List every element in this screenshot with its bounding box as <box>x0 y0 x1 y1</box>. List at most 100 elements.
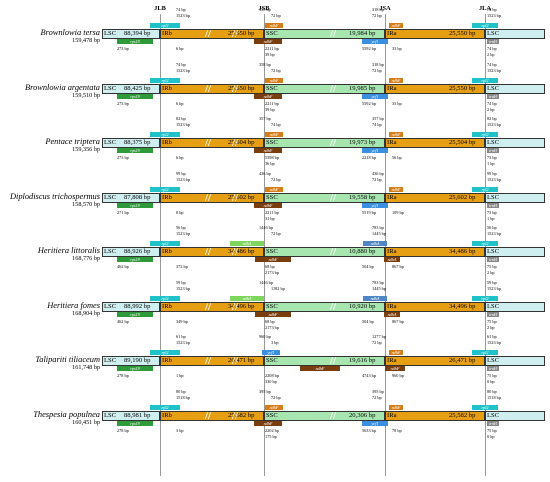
bp-label-above: 318 bp <box>372 7 384 12</box>
gene-below: ndhF <box>254 148 282 153</box>
ssc-segment-length: 19,984 bp <box>349 30 376 37</box>
ira-segment-label: IRa <box>387 302 397 310</box>
ssc-segment-label: SSC <box>266 248 278 255</box>
lsc-left-segment-label: LSC <box>104 411 117 419</box>
bp-label-above: 436 bp <box>372 170 384 176</box>
bp-label-above: 358 bp <box>259 7 271 12</box>
gene-below: trnH <box>487 420 499 426</box>
irb-segment-label: IRb <box>162 248 172 255</box>
lsc-right-segment-label: LSC <box>487 302 500 310</box>
bp-label-above: 82 bp <box>176 116 186 121</box>
ssc-segment-label: SSC <box>266 357 278 364</box>
bp-label-above: 74 bp <box>487 7 497 12</box>
gene-below: ndhA <box>384 311 400 317</box>
lsc-right-segment <box>485 192 545 203</box>
break-mark: // <box>232 191 239 204</box>
bp-label-above: 1446 bp <box>259 225 273 230</box>
bp-label-below: 1 bp <box>176 373 184 378</box>
lsc-right-segment <box>485 356 545 366</box>
bp-label-above: 1523 bp <box>487 340 501 345</box>
ira-segment <box>385 247 485 257</box>
ira-segment-label: IRa <box>387 411 397 419</box>
species-name: Brownlowia tersa <box>40 28 100 37</box>
genome-size: 161,748 bp <box>72 364 100 371</box>
bp-label-above: 72 bp <box>271 394 281 400</box>
bp-label-above: 1523 bp <box>176 67 190 73</box>
lsc-left-segment-length: 88,992 bp <box>124 302 151 310</box>
break-mark: // <box>205 82 212 95</box>
gene-below: ycf1 <box>362 39 388 44</box>
junction-line-jsb <box>264 14 265 476</box>
bp-label-above: 1523 bp <box>176 176 190 182</box>
irb-segment <box>160 247 264 257</box>
break-mark: // <box>232 28 239 40</box>
bp-label-above: 1445 bp <box>372 285 386 291</box>
ira-segment-label: IRa <box>387 248 397 255</box>
bp-label-below: 2 bp <box>487 324 495 330</box>
lsc-right-segment <box>485 29 545 39</box>
bp-label-below: 75 bp <box>487 427 497 433</box>
break-mark: // <box>330 355 337 367</box>
irb-segment <box>160 192 264 203</box>
bp-label-above: 395 bp <box>372 388 384 394</box>
lsc-left-segment-length: 88,926 bp <box>124 248 151 255</box>
gene-below: trnH <box>487 311 499 317</box>
gene-below: trnH <box>487 366 499 371</box>
gene-below: trnH <box>487 93 499 99</box>
gene-above: ndhF <box>389 23 403 28</box>
bp-label-below: 2 bp <box>487 52 495 57</box>
bp-label-above: 1523 bp <box>176 340 190 345</box>
bp-label-below: 867 bp <box>392 318 404 324</box>
bp-label-above: 99 bp <box>176 170 186 176</box>
bp-label-below: 4743 bp <box>362 373 376 378</box>
species-name: Heritiera littoralis <box>37 246 100 255</box>
bp-label-above: 74 bp <box>176 7 186 12</box>
gene-above: ndhF <box>265 23 283 28</box>
ssc-segment-label: SSC <box>266 30 278 37</box>
bp-label-above: 72 bp <box>271 231 281 236</box>
species-name: Diplodiscus trichospermus <box>9 191 100 201</box>
gene-above: rpl2 <box>150 295 180 301</box>
ssc-segment <box>264 356 385 366</box>
gene-below: trnH <box>487 148 499 153</box>
lsc-right-segment <box>485 247 545 257</box>
bp-label-above: 357 bp <box>372 116 384 121</box>
ira-segment-label: IRa <box>387 30 397 37</box>
bp-label-above: 72 bp <box>372 340 382 345</box>
bp-label-above: 74 bp <box>271 122 281 127</box>
break-mark: // <box>330 409 337 422</box>
ira-segment-length: 34,496 bp <box>449 302 476 310</box>
bp-label-below: 6 bp <box>176 100 184 106</box>
lsc-right-segment <box>485 301 545 312</box>
ssc-segment-label: SSC <box>266 84 278 92</box>
bp-label-below: 6 bp <box>176 46 184 51</box>
bp-label-below: 2211 bp <box>265 100 279 106</box>
break-mark: // <box>330 82 337 95</box>
genome-size: 168,904 bp <box>72 309 100 317</box>
ira-segment-label: IRa <box>387 139 397 146</box>
ssc-segment <box>264 192 385 203</box>
lsc-left-segment <box>102 356 160 366</box>
lsc-left-segment <box>102 410 160 421</box>
bp-label-above: 1523 bp <box>176 231 190 236</box>
ira-segment <box>385 29 485 39</box>
bp-label-below: 278 bp <box>117 373 129 378</box>
gene-below: ndhF <box>300 366 340 371</box>
bp-label-above: 1518 bp <box>176 394 190 400</box>
lsc-right-segment-label: LSC <box>487 193 500 201</box>
lsc-left-segment-length: 89,190 bp <box>124 357 151 364</box>
break-mark: // <box>232 137 239 149</box>
bp-label-below: 1 bp <box>487 161 495 166</box>
bp-label-below: 5592 bp <box>362 100 376 106</box>
lsc-right-segment <box>485 410 545 421</box>
bp-label-below: 2208 bp <box>265 373 279 378</box>
ira-segment-length: 25,550 bp <box>449 30 476 37</box>
gene-below: ndhF <box>255 311 291 317</box>
bp-label-above: 72 bp <box>372 67 382 73</box>
lsc-right-segment <box>485 138 545 148</box>
ssc-segment-length: 19,616 bp <box>349 357 376 364</box>
lsc-left-segment <box>102 192 160 203</box>
gene-above: rpl2 <box>150 404 180 410</box>
ssc-segment <box>264 410 385 421</box>
lsc-right-segment-label: LSC <box>487 411 500 419</box>
